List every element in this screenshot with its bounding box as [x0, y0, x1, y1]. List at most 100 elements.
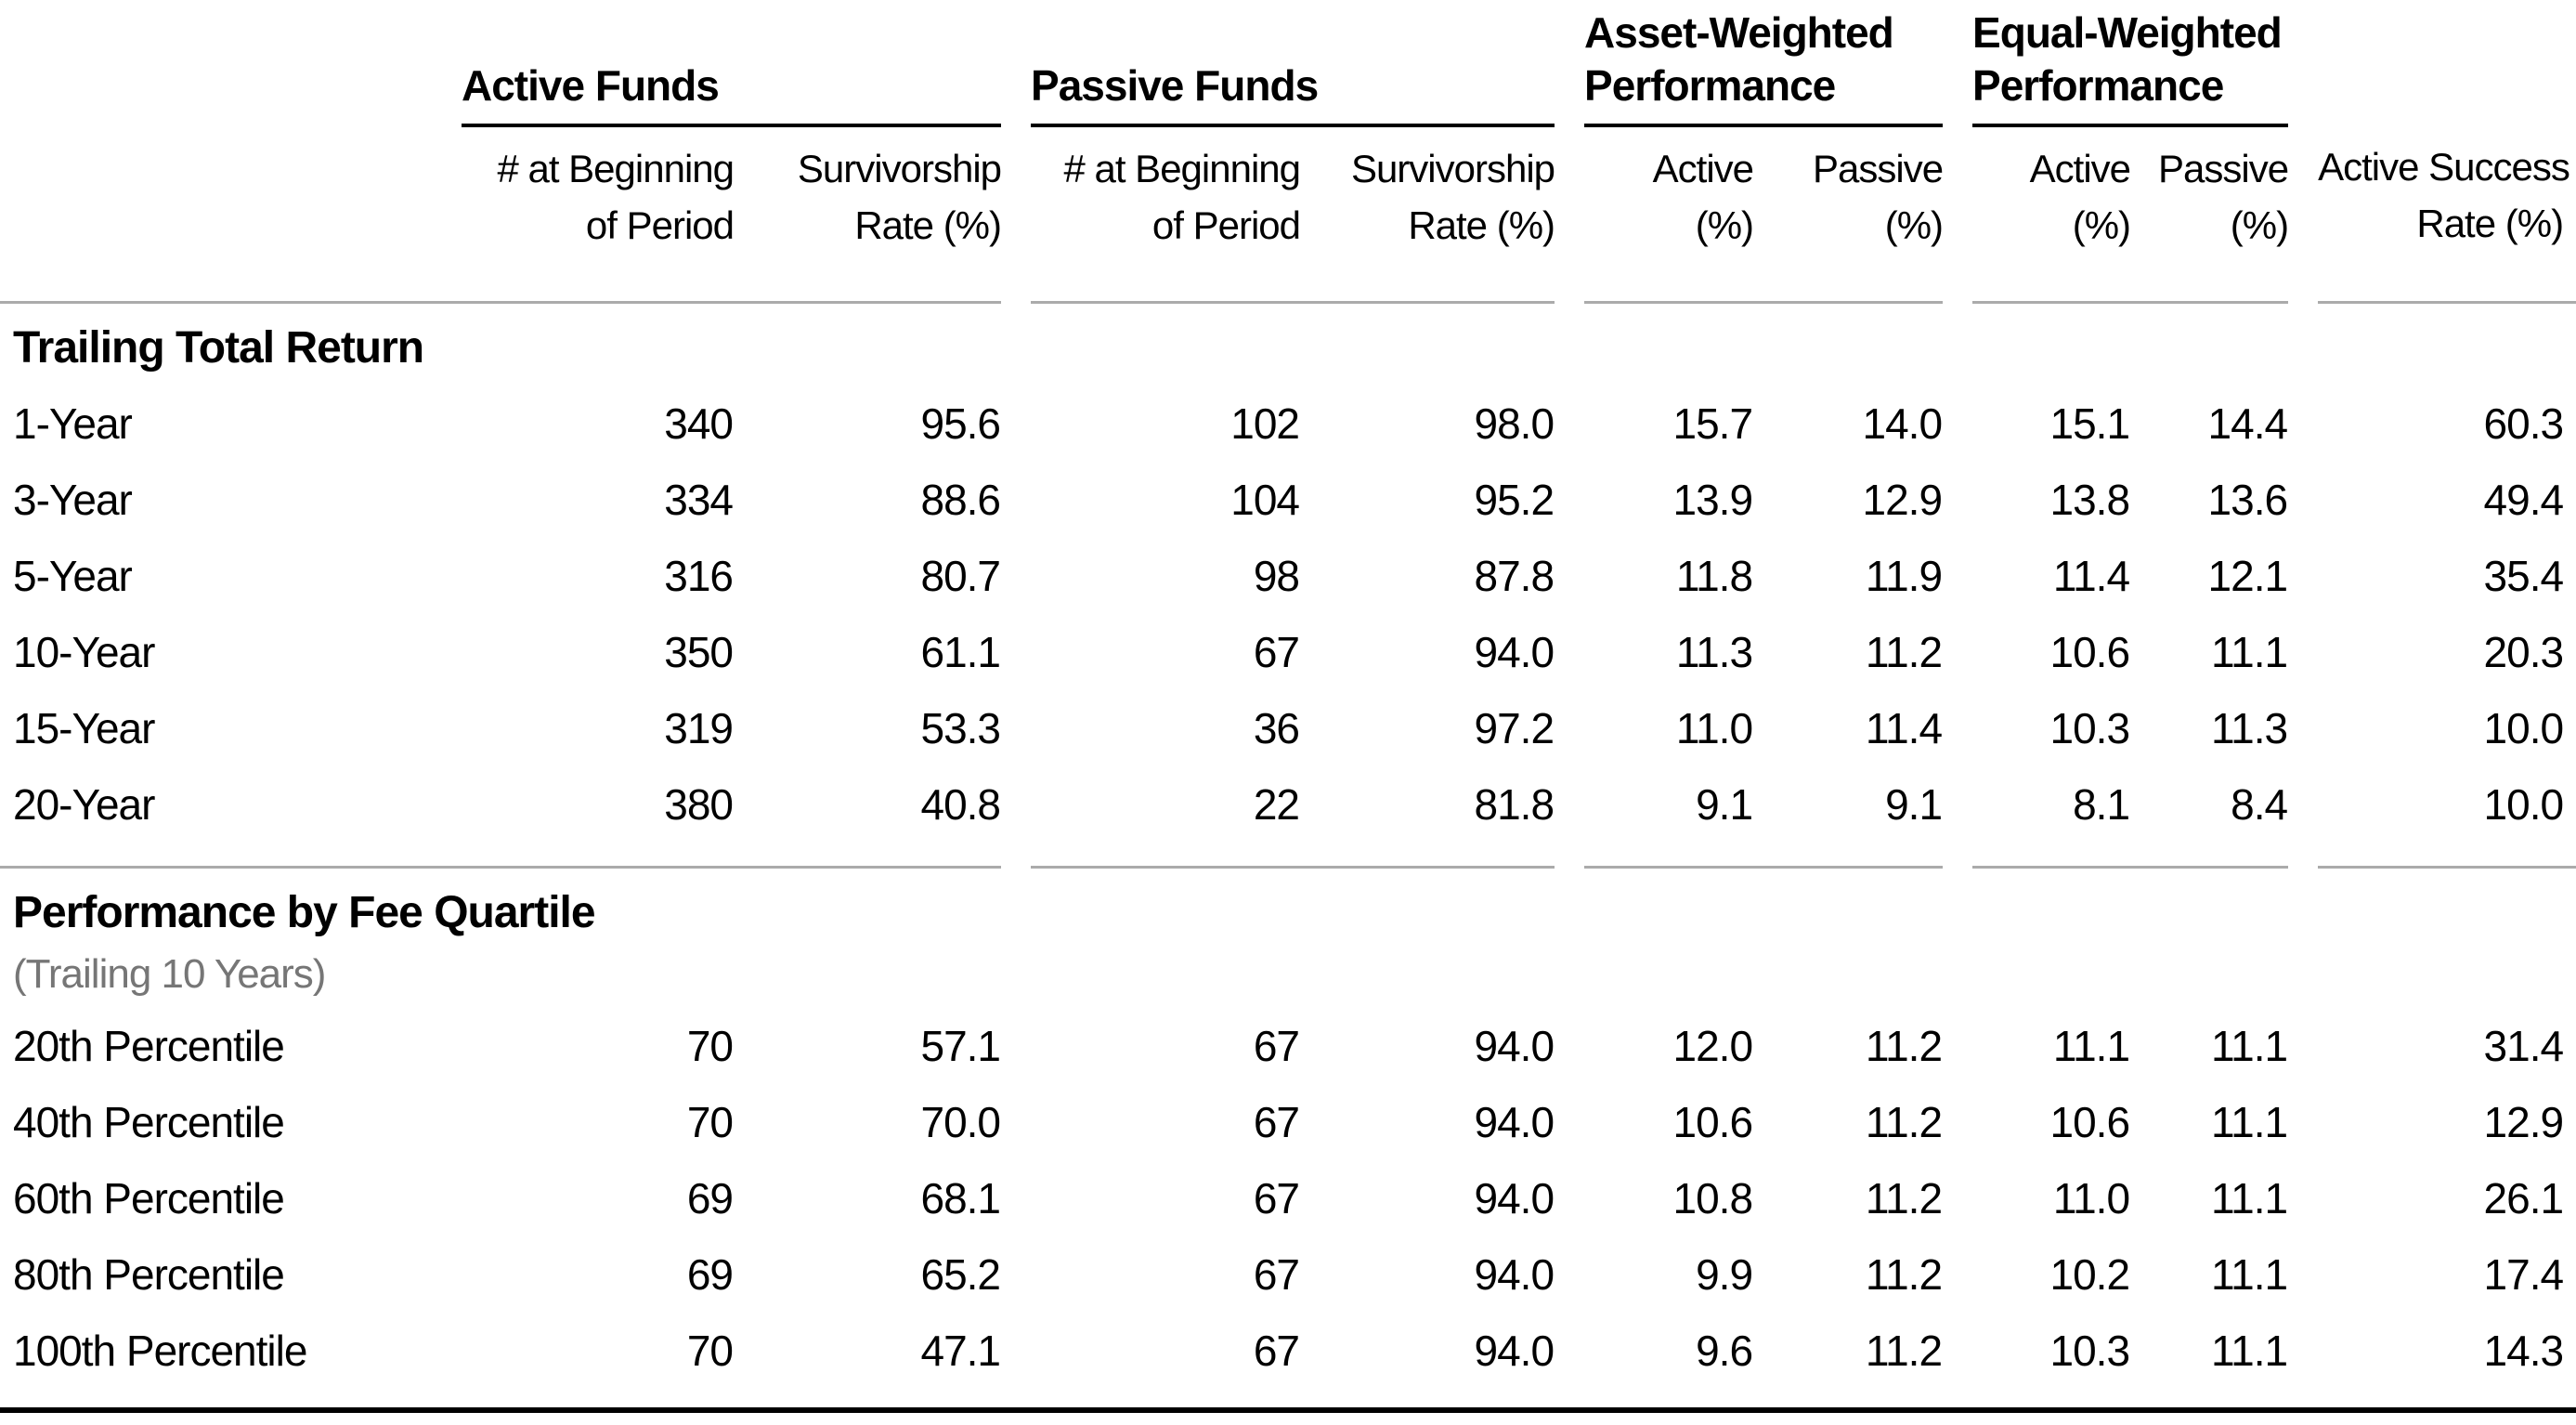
col-header-line2: Rate (%)	[1408, 203, 1555, 247]
group-gap	[1001, 1313, 1031, 1389]
cell-value: 14.4	[2207, 399, 2289, 448]
col-header-line2: Rate (%)	[2416, 202, 2564, 245]
col-header-line1: # at Beginning	[497, 147, 735, 190]
cell-value: 12.1	[2207, 552, 2289, 600]
cell-value: 94.0	[1474, 628, 1555, 676]
divider-gap	[1943, 843, 1972, 867]
group-gap	[1943, 1236, 1972, 1313]
cell-value: 340	[664, 399, 734, 448]
group-gap	[2288, 766, 2318, 843]
row-label: 80th Percentile	[13, 1250, 285, 1299]
group-gap	[1555, 462, 1584, 538]
cell-value: 20.3	[2483, 628, 2565, 676]
table-row: 100th Percentile 70 47.1 67 94.0 9.6 11.2 10.3 1…	[0, 1313, 2576, 1389]
cell-value: 61.1	[920, 628, 1001, 676]
group-header-empty	[2318, 0, 2576, 125]
cell-value: 81.8	[1474, 780, 1555, 829]
col-header-ew-passive: Passive (%)	[2130, 125, 2289, 304]
group-gap	[1555, 386, 1584, 462]
col-header-line1: Passive	[1812, 147, 1944, 190]
group-gap	[2288, 1160, 2318, 1236]
group-header-equal-weighted: Equal-Weighted Performance	[1972, 0, 2289, 127]
cell-value: 14.3	[2483, 1327, 2565, 1375]
col-header-active-count: # at Beginning of Period	[462, 125, 735, 304]
group-gap	[1555, 1084, 1584, 1160]
group-gap	[1943, 125, 1972, 302]
cell-value: 67	[1253, 1174, 1300, 1222]
group-gap	[2288, 1236, 2318, 1313]
cell-value: 11.2	[1865, 628, 1943, 676]
cell-value: 97.2	[1474, 704, 1555, 752]
cell-value: 11.1	[2210, 628, 2288, 676]
cell-value: 94.0	[1474, 1250, 1555, 1299]
group-gap	[2288, 614, 2318, 690]
col-header-passive-count: # at Beginning of Period	[1031, 125, 1301, 304]
cell-value: 70	[686, 1327, 734, 1375]
col-header-line1: # at Beginning	[1063, 147, 1301, 190]
cell-value: 49.4	[2483, 476, 2565, 524]
cell-value: 87.8	[1474, 552, 1555, 600]
bottom-rule-row	[0, 1389, 2576, 1413]
cell-value: 53.3	[920, 704, 1001, 752]
group-gap	[1001, 462, 1031, 538]
group-gap	[1001, 1084, 1031, 1160]
group-gap	[1943, 1008, 1972, 1084]
section-title-row: Performance by Fee Quartile	[0, 867, 2576, 950]
cell-value: 36	[1253, 704, 1300, 752]
cell-value: 11.1	[2210, 1327, 2288, 1375]
group-gap	[1555, 1313, 1584, 1389]
table-row: 15-Year 319 53.3 36 97.2 11.0 11.4 10.3 11.3 10.0	[0, 690, 2576, 766]
cell-value: 15.1	[2049, 399, 2131, 448]
cell-value: 94.0	[1474, 1022, 1555, 1070]
cell-value: 60.3	[2483, 399, 2565, 448]
divider-rule	[1031, 843, 1555, 869]
group-gap	[1555, 614, 1584, 690]
col-header-line1: Survivorship	[797, 147, 1002, 190]
cell-value: 11.8	[1675, 552, 1753, 600]
group-gap	[1943, 386, 1972, 462]
group-gap	[1943, 614, 1972, 690]
cell-value: 11.1	[2210, 1174, 2288, 1222]
group-gap	[2288, 1008, 2318, 1084]
group-gap	[1555, 538, 1584, 614]
col-header-line2: of Period	[585, 203, 735, 247]
group-gap	[1943, 1160, 1972, 1236]
row-label: 20-Year	[13, 780, 155, 829]
section-title: Performance by Fee Quartile	[13, 888, 596, 937]
section-title: Trailing Total Return	[13, 323, 424, 373]
col-header-line1: Active	[2029, 147, 2131, 190]
cell-value: 68.1	[920, 1174, 1001, 1222]
col-header-line2: Rate (%)	[854, 203, 1002, 247]
group-header-active-funds: Active Funds	[462, 0, 1002, 127]
group-gap	[1555, 1236, 1584, 1313]
cell-value: 69	[686, 1250, 734, 1299]
group-gap	[1555, 125, 1584, 302]
section-divider-row	[0, 843, 2576, 869]
cell-value: 9.9	[1696, 1250, 1753, 1299]
group-gap	[1001, 538, 1031, 614]
col-header-aw-passive: Passive (%)	[1753, 125, 1944, 304]
group-gap	[2288, 0, 2318, 125]
cell-value: 80.7	[920, 552, 1001, 600]
group-gap	[1001, 0, 1031, 125]
column-header-row: # at Beginning of Period Survivorship Ra…	[0, 125, 2576, 304]
table-row: 20th Percentile 70 57.1 67 94.0 12.0 11.2 11.1 1…	[0, 1008, 2576, 1084]
group-header-asset-weighted: Asset-Weighted Performance	[1584, 0, 1944, 127]
cell-value: 67	[1253, 1327, 1300, 1375]
divider-rule	[2318, 843, 2576, 869]
group-gap	[2288, 125, 2318, 302]
group-gap	[1001, 614, 1031, 690]
section-subtitle: (Trailing 10 Years)	[13, 951, 326, 997]
cell-value: 11.4	[2052, 552, 2130, 600]
cell-value: 12.9	[2483, 1098, 2565, 1146]
cell-value: 10.6	[2049, 628, 2131, 676]
col-header-line2: of Period	[1151, 203, 1301, 247]
group-gap	[1943, 766, 1972, 843]
group-gap	[1943, 462, 1972, 538]
table-row: 20-Year 380 40.8 22 81.8 9.1 9.1 8.1 8.4 10.0	[0, 766, 2576, 843]
table-row: 5-Year 316 80.7 98 87.8 11.8 11.9 11.4 12.1 35.4	[0, 538, 2576, 614]
group-gap	[1001, 1008, 1031, 1084]
cell-value: 102	[1230, 399, 1300, 448]
cell-value: 95.2	[1474, 476, 1555, 524]
col-header-ew-active: Active (%)	[1972, 125, 2131, 304]
